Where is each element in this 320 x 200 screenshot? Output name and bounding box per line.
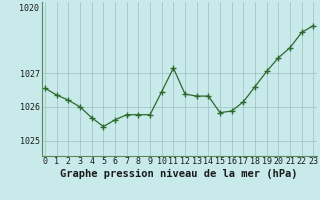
Text: 1020: 1020	[19, 4, 39, 13]
X-axis label: Graphe pression niveau de la mer (hPa): Graphe pression niveau de la mer (hPa)	[60, 169, 298, 179]
